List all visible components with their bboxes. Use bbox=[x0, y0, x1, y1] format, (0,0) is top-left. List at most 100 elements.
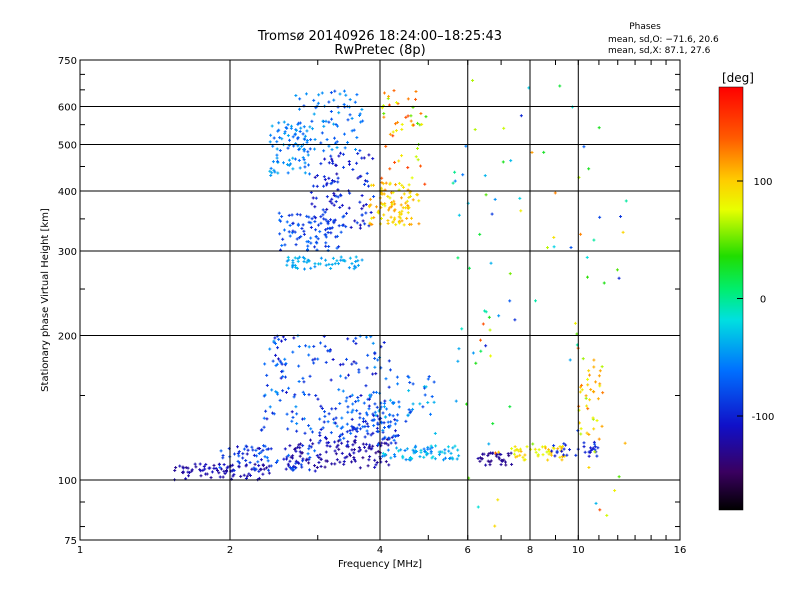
data-point bbox=[367, 404, 371, 408]
data-point bbox=[399, 196, 403, 200]
data-point bbox=[342, 460, 346, 464]
data-point bbox=[265, 466, 269, 470]
data-point bbox=[565, 453, 569, 457]
data-point bbox=[327, 262, 331, 266]
data-point bbox=[456, 256, 460, 260]
data-point bbox=[358, 149, 362, 153]
data-point bbox=[341, 389, 345, 393]
data-point bbox=[519, 114, 523, 118]
data-point bbox=[517, 449, 521, 453]
data-point bbox=[333, 440, 337, 444]
data-point bbox=[303, 137, 307, 141]
data-point bbox=[223, 472, 227, 476]
data-point bbox=[586, 377, 590, 381]
data-point bbox=[395, 419, 399, 423]
data-point bbox=[367, 407, 371, 411]
data-point bbox=[561, 455, 565, 459]
data-point bbox=[315, 184, 319, 188]
data-point bbox=[513, 449, 517, 453]
data-point bbox=[291, 135, 295, 139]
data-point bbox=[401, 456, 405, 460]
data-point bbox=[318, 453, 322, 457]
data-point bbox=[508, 272, 512, 276]
data-point bbox=[245, 474, 249, 478]
data-point bbox=[353, 459, 357, 463]
data-point bbox=[323, 465, 327, 469]
data-point bbox=[334, 163, 338, 167]
data-point bbox=[354, 435, 358, 439]
data-point bbox=[509, 159, 513, 163]
data-point bbox=[325, 138, 329, 142]
data-point bbox=[276, 392, 280, 396]
data-point bbox=[286, 134, 290, 138]
data-point bbox=[382, 426, 386, 430]
data-point bbox=[273, 336, 277, 340]
data-point bbox=[312, 112, 316, 116]
data-point bbox=[537, 448, 541, 452]
data-point bbox=[337, 262, 341, 266]
data-point bbox=[248, 474, 252, 478]
data-point bbox=[209, 476, 213, 480]
data-point bbox=[355, 429, 359, 433]
data-point bbox=[360, 194, 364, 198]
data-point bbox=[372, 390, 376, 394]
data-point bbox=[263, 444, 267, 448]
data-point bbox=[331, 358, 335, 362]
data-point bbox=[416, 121, 420, 125]
data-point bbox=[287, 163, 291, 167]
data-point bbox=[454, 399, 458, 403]
data-point bbox=[397, 405, 401, 409]
data-point bbox=[591, 446, 595, 450]
data-point bbox=[334, 194, 338, 198]
data-point bbox=[297, 380, 301, 384]
data-point bbox=[319, 141, 323, 145]
data-point bbox=[493, 197, 497, 201]
data-point bbox=[350, 424, 354, 428]
data-point bbox=[315, 174, 319, 178]
data-point bbox=[263, 455, 267, 459]
data-point bbox=[393, 160, 397, 164]
data-point bbox=[355, 161, 359, 165]
data-point bbox=[248, 461, 252, 465]
data-point bbox=[368, 395, 372, 399]
data-point bbox=[564, 443, 568, 447]
data-point bbox=[294, 243, 298, 247]
data-point bbox=[389, 215, 393, 219]
data-point bbox=[508, 405, 512, 409]
data-point bbox=[350, 410, 354, 414]
data-point bbox=[355, 426, 359, 430]
data-point bbox=[407, 408, 411, 412]
colorbar-tick-label: -100 bbox=[752, 412, 775, 423]
data-point bbox=[407, 375, 411, 379]
data-point bbox=[367, 205, 371, 209]
data-point bbox=[329, 218, 333, 222]
data-point bbox=[342, 436, 346, 440]
data-point bbox=[302, 380, 306, 384]
data-point bbox=[186, 466, 190, 470]
data-point bbox=[497, 457, 501, 461]
data-point bbox=[301, 417, 305, 421]
data-point bbox=[335, 124, 339, 128]
data-point bbox=[399, 448, 403, 452]
data-point bbox=[362, 156, 366, 160]
data-point bbox=[217, 471, 221, 475]
data-point bbox=[339, 255, 343, 259]
data-point bbox=[394, 183, 398, 187]
data-point bbox=[406, 414, 410, 418]
data-point bbox=[275, 391, 279, 395]
data-point bbox=[221, 475, 225, 479]
data-point bbox=[267, 471, 271, 475]
data-point bbox=[298, 255, 302, 259]
data-point bbox=[291, 468, 295, 472]
data-point bbox=[423, 182, 427, 186]
data-point bbox=[301, 132, 305, 136]
data-point bbox=[267, 447, 271, 451]
data-point bbox=[187, 474, 191, 478]
data-point bbox=[280, 215, 284, 219]
data-point bbox=[391, 191, 395, 195]
data-point bbox=[357, 368, 361, 372]
data-point bbox=[364, 411, 368, 415]
data-point bbox=[339, 374, 343, 378]
data-point bbox=[331, 256, 335, 260]
data-point bbox=[354, 342, 358, 346]
